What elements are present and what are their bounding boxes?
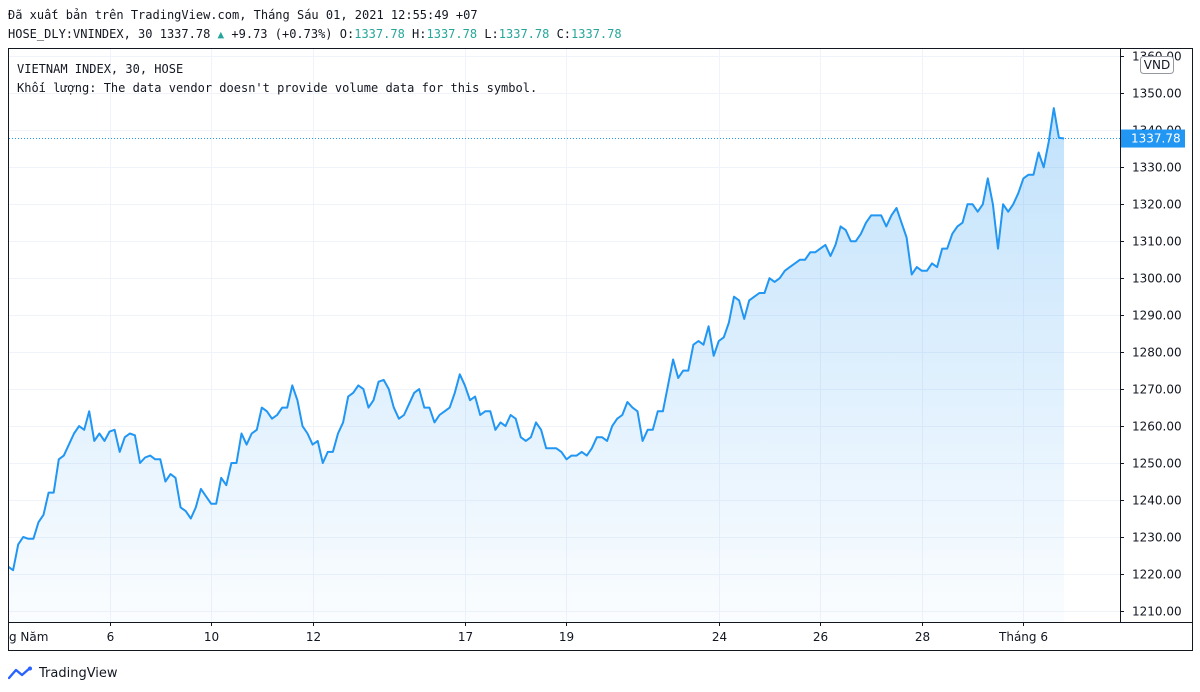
x-tick-label: 26	[813, 630, 828, 644]
x-tick-label: 24	[712, 630, 727, 644]
high-value: 1337.78	[426, 27, 478, 41]
y-tick-label: 1270.00	[1132, 383, 1182, 397]
last-price-tag: 1337.78	[1121, 129, 1185, 148]
low-value: 1337.78	[498, 27, 550, 41]
legend-volume-note: Khối lượng: The data vendor doesn't prov…	[17, 81, 537, 95]
symbol-interval: HOSE_DLY:VNINDEX, 30 1337.78	[8, 27, 211, 41]
y-tick-label: 1240.00	[1132, 494, 1182, 508]
y-tick-label: 1260.00	[1132, 420, 1182, 434]
legend-title: VIETNAM INDEX, 30, HOSE	[17, 62, 183, 76]
x-tick-label: 17	[458, 630, 473, 644]
open-label: O:	[339, 27, 355, 41]
x-tick-label: 12	[306, 630, 321, 644]
y-tick-label: 1230.00	[1132, 531, 1182, 545]
tradingview-logo[interactable]: TradingView	[8, 663, 118, 683]
tradingview-logo-icon	[8, 666, 32, 680]
open-value: 1337.78	[354, 27, 405, 41]
x-tick-label: 19	[559, 630, 574, 644]
x-tick-label: 28	[915, 630, 930, 644]
high-label: H:	[412, 27, 427, 41]
x-tick-label: Tháng 6	[998, 630, 1048, 644]
price-line	[9, 107, 1065, 572]
ohlc-legend: HOSE_DLY:VNINDEX, 30 1337.78 ▲ +9.73 (+0…	[8, 27, 622, 41]
y-tick-label: 1210.00	[1132, 605, 1182, 619]
x-tick-label: 6	[107, 630, 115, 644]
up-arrow-icon: ▲	[217, 28, 225, 41]
y-tick-label: 1280.00	[1132, 346, 1182, 360]
x-tick-label: g Năm	[9, 630, 48, 644]
currency-badge-label: VND	[1144, 58, 1170, 72]
published-line: Đã xuất bản trên TradingView.com, Tháng …	[8, 8, 478, 22]
time-axis[interactable]: g Năm 6 10 12 17 19 24 26 28 Tháng 6	[8, 622, 1048, 644]
y-tick-label: 1220.00	[1132, 568, 1182, 582]
y-tick-label: 1310.00	[1132, 235, 1182, 249]
y-tick-label: 1250.00	[1132, 457, 1182, 471]
y-tick-label: 1350.00	[1132, 87, 1182, 101]
currency-badge[interactable]: VND	[1140, 56, 1174, 74]
x-tick-label: 10	[204, 630, 219, 644]
change-value: +9.73 (+0.73%)	[231, 27, 333, 41]
y-tick-label: 1320.00	[1132, 198, 1182, 212]
low-label: L:	[484, 27, 499, 41]
y-tick-label: 1290.00	[1132, 309, 1182, 323]
tradingview-brand: TradingView	[39, 665, 118, 681]
y-tick-label: 1300.00	[1132, 272, 1182, 286]
y-tick-label: 1330.00	[1132, 161, 1182, 175]
close-value: 1337.78	[571, 27, 622, 41]
price-area	[9, 108, 1064, 622]
last-price-label: 1337.78	[1131, 132, 1181, 146]
close-label: C:	[556, 27, 572, 41]
